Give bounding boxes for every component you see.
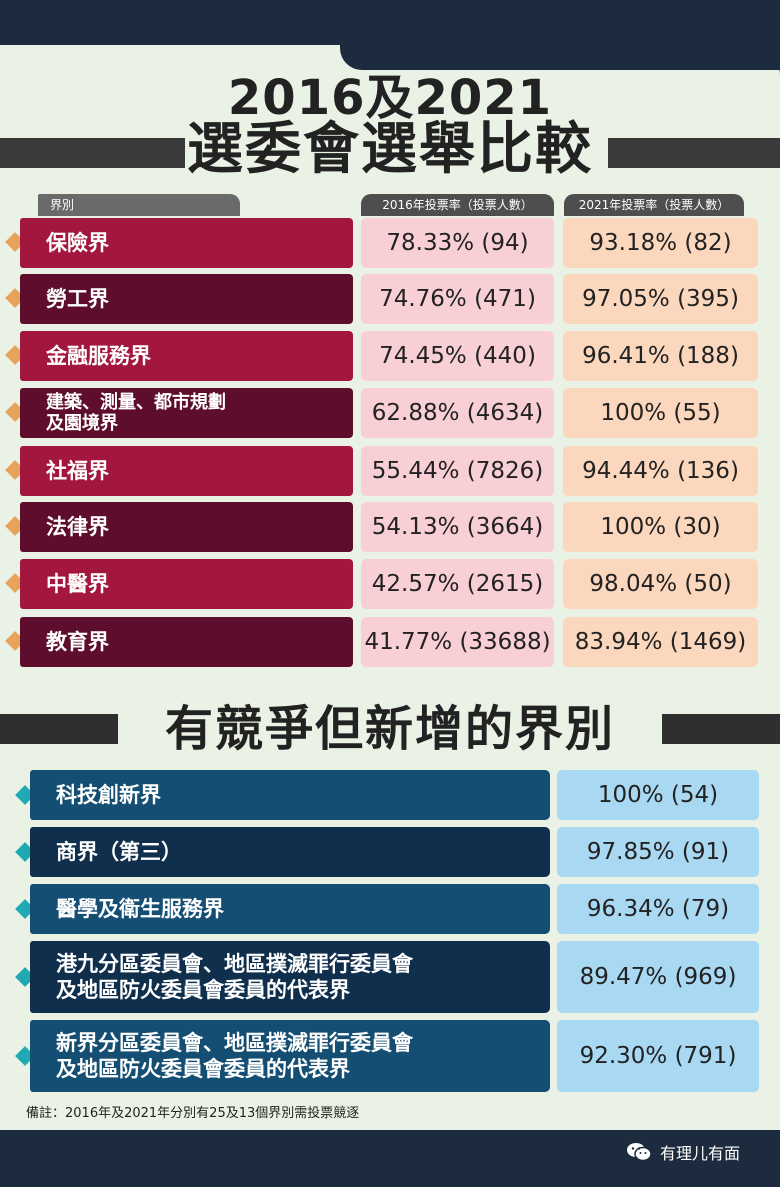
table-row: 保險界 78.33% (94) 93.18% (82) xyxy=(0,218,780,268)
sector-name: 建築、測量、都市規劃 及園境界 xyxy=(20,388,353,438)
turnout-2021: 100% (55) xyxy=(563,388,758,438)
sector-name: 新界分區委員會、地區撲滅罪行委員會 及地區防火委員會委員的代表界 xyxy=(30,1020,550,1092)
header-label-tab: 界別 xyxy=(38,194,240,216)
turnout-2021: 97.05% (395) xyxy=(563,274,758,324)
title-bar-right xyxy=(608,138,780,168)
table-row: 中醫界 42.57% (2615) 98.04% (50) xyxy=(0,559,780,609)
turnout-2016: 62.88% (4634) xyxy=(361,388,554,438)
table-row: 商界（第三） 97.85% (91) xyxy=(0,827,780,877)
turnout-2021: 89.47% (969) xyxy=(557,941,759,1013)
turnout-2021: 100% (30) xyxy=(563,502,758,552)
table-row: 新界分區委員會、地區撲滅罪行委員會 及地區防火委員會委員的代表界 92.30% (… xyxy=(0,1020,780,1092)
section-title: 有競爭但新增的界別 xyxy=(164,701,615,757)
turnout-2016: 41.77% (33688) xyxy=(361,617,554,667)
table-row: 科技創新界 100% (54) xyxy=(0,770,780,820)
section-bar-right xyxy=(662,714,780,744)
table-row: 社福界 55.44% (7826) 94.44% (136) xyxy=(0,446,780,496)
sector-name: 教育界 xyxy=(20,617,353,667)
table-row: 勞工界 74.76% (471) 97.05% (395) xyxy=(0,274,780,324)
section-bar-left xyxy=(0,714,118,744)
sector-name: 法律界 xyxy=(20,502,353,552)
sector-name: 社福界 xyxy=(20,446,353,496)
sector-name: 科技創新界 xyxy=(30,770,550,820)
table-row: 法律界 54.13% (3664) 100% (30) xyxy=(0,502,780,552)
turnout-2021: 96.41% (188) xyxy=(563,331,758,381)
watermark: 有理儿有面 xyxy=(626,1140,740,1164)
turnout-2016: 74.45% (440) xyxy=(361,331,554,381)
sector-name: 商界（第三） xyxy=(30,827,550,877)
sector-name: 金融服務界 xyxy=(20,331,353,381)
turnout-2016: 54.13% (3664) xyxy=(361,502,554,552)
turnout-2021: 100% (54) xyxy=(557,770,759,820)
panel-notch xyxy=(340,45,780,70)
header-2016: 2016年投票率（投票人數） xyxy=(361,194,554,216)
table-row: 港九分區委員會、地區撲滅罪行委員會 及地區防火委員會委員的代表界 89.47% (… xyxy=(0,941,780,1013)
turnout-2016: 55.44% (7826) xyxy=(361,446,554,496)
turnout-2021: 96.34% (79) xyxy=(557,884,759,934)
table-row: 建築、測量、都市規劃 及園境界 62.88% (4634) 100% (55) xyxy=(0,388,780,438)
table-row: 金融服務界 74.45% (440) 96.41% (188) xyxy=(0,331,780,381)
turnout-2021: 94.44% (136) xyxy=(563,446,758,496)
turnout-2016: 42.57% (2615) xyxy=(361,559,554,609)
sector-name: 勞工界 xyxy=(20,274,353,324)
sector-name: 中醫界 xyxy=(20,559,353,609)
turnout-2016: 74.76% (471) xyxy=(361,274,554,324)
wechat-icon xyxy=(627,1143,652,1162)
table-row: 醫學及衛生服務界 96.34% (79) xyxy=(0,884,780,934)
title-years: 2016及2021 xyxy=(227,70,553,126)
sector-name: 港九分區委員會、地區撲滅罪行委員會 及地區防火委員會委員的代表界 xyxy=(30,941,550,1013)
turnout-2021: 83.94% (1469) xyxy=(563,617,758,667)
turnout-2021: 98.04% (50) xyxy=(563,559,758,609)
footnote: 備註：2016年及2021年分別有25及13個界別需投票競逐 xyxy=(26,1106,360,1121)
table-row: 教育界 41.77% (33688) 83.94% (1469) xyxy=(0,617,780,667)
title-main: 選委會選舉比較 xyxy=(187,117,593,182)
turnout-2021: 97.85% (91) xyxy=(557,827,759,877)
watermark-text: 有理儿有面 xyxy=(660,1144,741,1163)
sector-name: 保險界 xyxy=(20,218,353,268)
sector-name: 醫學及衛生服務界 xyxy=(30,884,550,934)
turnout-2016: 78.33% (94) xyxy=(361,218,554,268)
turnout-2021: 92.30% (791) xyxy=(557,1020,759,1092)
title-bar-left xyxy=(0,138,185,168)
turnout-2021: 93.18% (82) xyxy=(563,218,758,268)
header-2021: 2021年投票率（投票人數） xyxy=(564,194,744,216)
